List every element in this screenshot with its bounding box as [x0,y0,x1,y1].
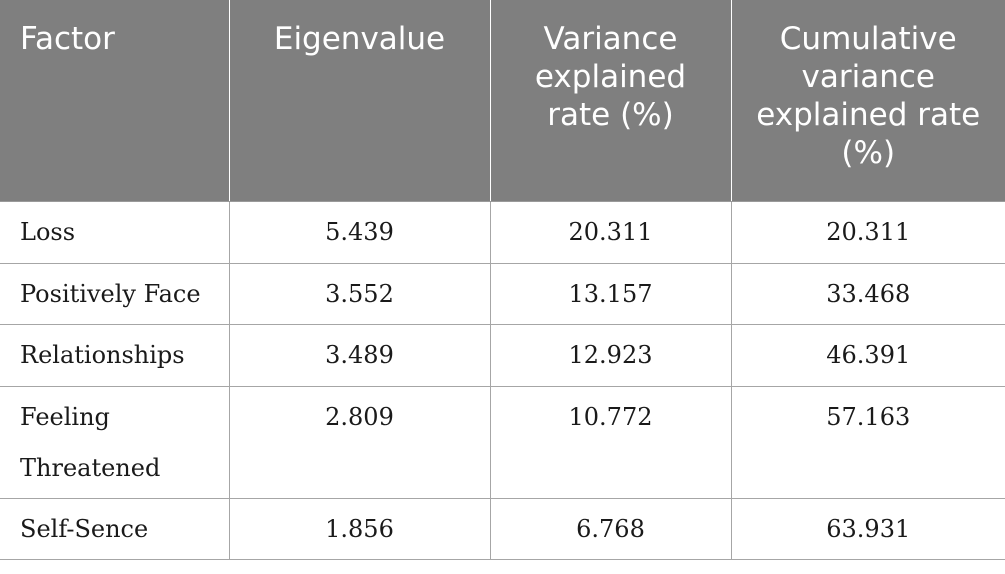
cumulative-cell: 20.311 [730,200,1005,264]
header-row: Factor Eigenvalue Variance explained rat… [0,0,1005,202]
eigenvalue-cell: 5.439 [228,200,491,264]
header-variance-explained: Variance explained rate (%) [489,0,731,202]
factor-cell: Relationships [0,323,230,387]
cumulative-cell: 63.931 [730,497,1005,560]
factor-analysis-table: Factor Eigenvalue Variance explained rat… [0,0,1005,560]
variance-cell: 13.157 [489,262,732,325]
header-eigenvalue: Eigenvalue [228,0,490,202]
factor-cell: Loss [0,200,230,264]
cumulative-cell: 33.468 [730,262,1005,325]
cumulative-cell: 46.391 [730,323,1005,387]
header-factor: Factor [0,0,229,202]
table-row: Positively Face 3.552 13.157 33.468 [0,262,1005,325]
variance-cell: 10.772 [489,385,732,499]
eigenvalue-cell: 3.489 [228,323,491,387]
header-cumulative-variance: Cumulative variance explained rate (%) [730,0,1005,202]
table-body: Loss 5.439 20.311 20.311 Positively Face… [0,200,1005,560]
eigenvalue-cell: 3.552 [228,262,491,325]
factor-cell: Feeling Threatened [0,385,230,499]
variance-cell: 6.768 [489,497,732,560]
variance-cell: 12.923 [489,323,732,387]
eigenvalue-cell: 2.809 [228,385,491,499]
table-header: Factor Eigenvalue Variance explained rat… [0,0,1005,202]
table-row: Self-Sence 1.856 6.768 63.931 [0,497,1005,560]
table-row: Relationships 3.489 12.923 46.391 [0,323,1005,387]
cumulative-cell: 57.163 [730,385,1005,499]
variance-cell: 20.311 [489,200,732,264]
factor-cell: Self-Sence [0,497,230,560]
eigenvalue-cell: 1.856 [228,497,491,560]
table-row: Loss 5.439 20.311 20.311 [0,200,1005,264]
table-row: Feeling Threatened 2.809 10.772 57.163 [0,385,1005,499]
factor-cell: Positively Face [0,262,230,325]
